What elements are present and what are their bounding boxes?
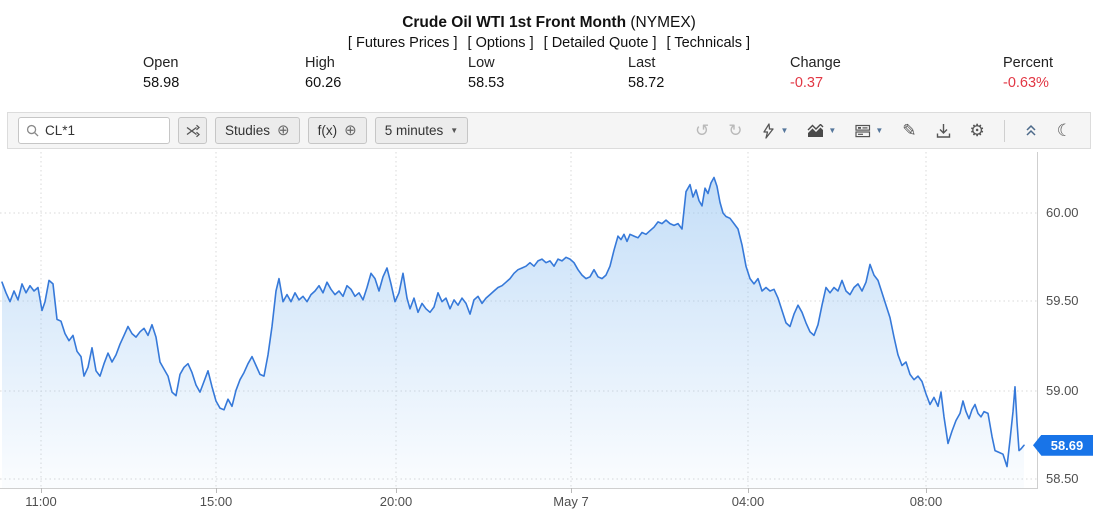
symbol-search-box[interactable] xyxy=(18,117,170,144)
chevron-down-icon: ▼ xyxy=(828,126,837,135)
chart-toolbar: Studies ⊕ f(x) ⊕ 5 minutes ▼ ↺ ↻ ▼ xyxy=(7,112,1091,149)
dark-mode-moon-button[interactable]: ☾ xyxy=(1056,121,1072,140)
circle-plus-icon: ⊕ xyxy=(344,122,357,139)
layout-panels-dropdown[interactable]: ▼ xyxy=(855,124,883,138)
y-axis-label: 60.00 xyxy=(1046,205,1079,220)
interval-dropdown[interactable]: 5 minutes ▼ xyxy=(374,117,469,144)
panels-icon xyxy=(855,124,871,137)
quote-value: -0.37 xyxy=(790,75,824,91)
events-dropdown[interactable]: ▼ xyxy=(761,122,789,139)
toolbar-right-group: ↺ ↻ ▼ ▼ xyxy=(694,119,1080,142)
chevron-down-icon: ▼ xyxy=(875,126,884,135)
undo-button[interactable]: ↺ xyxy=(694,121,710,140)
interval-label: 5 minutes xyxy=(384,123,444,138)
link-futures-prices[interactable]: [ Futures Prices ] xyxy=(347,35,458,51)
x-axis-label: 04:00 xyxy=(731,494,765,509)
x-axis-label: 15:00 xyxy=(199,494,233,509)
link-options[interactable]: [ Options ] xyxy=(467,35,534,51)
quote-label: Open xyxy=(143,55,179,71)
toolbar-divider xyxy=(1003,119,1005,142)
chevron-down-icon: ▼ xyxy=(780,126,789,135)
quote-field-open: Open 58.98 xyxy=(143,54,179,92)
toolbar-left-group: Studies ⊕ f(x) ⊕ 5 minutes ▼ xyxy=(18,117,469,144)
quote-nav-links: [ Futures Prices ] [ Options ] [ Detaile… xyxy=(0,35,1098,51)
price-area-chart[interactable] xyxy=(0,152,1037,489)
collapse-chevrons-button[interactable] xyxy=(1024,123,1038,138)
circle-plus-icon: ⊕ xyxy=(277,122,290,139)
quote-summary-row: Open 58.98 High 60.26 Low 58.53 Last 58.72 Chang… xyxy=(0,0,1098,96)
quote-field-last: Last 58.72 xyxy=(628,54,664,92)
x-axis-label: 11:00 xyxy=(25,494,57,509)
y-axis-label: 59.50 xyxy=(1046,293,1079,308)
exchange-name: (NYMEX) xyxy=(626,14,696,31)
chevron-down-icon: ▼ xyxy=(450,126,459,135)
chart-type-dropdown[interactable]: ▼ xyxy=(807,123,837,138)
link-technicals[interactable]: [ Technicals ] xyxy=(666,35,751,51)
quote-value: 60.26 xyxy=(305,75,342,91)
x-axis-label: 20:00 xyxy=(379,494,413,509)
quote-field-change: Change -0.37 xyxy=(790,54,841,92)
quote-value: -0.63% xyxy=(1003,75,1049,91)
x-axis-label: May 7 xyxy=(553,494,589,509)
search-icon xyxy=(26,124,39,137)
quote-value: 58.53 xyxy=(468,75,505,91)
fx-functions-button[interactable]: f(x) ⊕ xyxy=(307,117,367,144)
y-axis-label: 58.50 xyxy=(1046,471,1079,486)
area-chart-icon xyxy=(807,123,824,137)
x-axis-tick xyxy=(748,488,749,493)
quote-label: Percent xyxy=(1003,55,1053,71)
quote-label: Low xyxy=(468,55,495,71)
lightning-icon xyxy=(763,122,775,139)
x-axis-tick xyxy=(41,488,42,493)
settings-gear-button[interactable]: ⚙ xyxy=(969,121,985,140)
download-button[interactable] xyxy=(936,123,951,139)
draw-pencil-button[interactable]: ✎ xyxy=(902,121,917,140)
y-axis-label: 59.00 xyxy=(1046,383,1079,398)
last-price-badge: 58.69 xyxy=(1033,434,1093,456)
instrument-name: Crude Oil WTI 1st Front Month xyxy=(402,14,627,31)
compare-shuffle-icon xyxy=(186,124,200,137)
quote-label: High xyxy=(305,55,335,71)
redo-button[interactable]: ↻ xyxy=(728,121,743,140)
quote-value: 58.72 xyxy=(628,75,665,91)
y-axis[interactable] xyxy=(1037,152,1038,489)
quote-value: 58.98 xyxy=(143,75,180,91)
fx-label: f(x) xyxy=(317,123,338,138)
quote-label: Change xyxy=(790,55,841,71)
quote-field-low: Low 58.53 xyxy=(468,54,504,92)
x-axis-label: 08:00 xyxy=(909,494,943,509)
studies-button[interactable]: Studies ⊕ xyxy=(215,117,300,144)
compare-button[interactable] xyxy=(178,117,207,144)
quote-label: Last xyxy=(628,55,656,71)
x-axis-tick xyxy=(926,488,927,493)
quote-field-percent: Percent -0.63% xyxy=(1003,54,1053,92)
quote-field-high: High 60.26 xyxy=(305,54,341,92)
studies-label: Studies xyxy=(225,123,271,138)
x-axis-tick xyxy=(396,488,397,493)
symbol-input[interactable] xyxy=(45,123,155,138)
x-axis-tick xyxy=(571,488,572,493)
price-area-fill xyxy=(2,177,1024,488)
link-detailed-quote[interactable]: [ Detailed Quote ] xyxy=(543,35,657,51)
x-axis[interactable] xyxy=(0,488,1037,489)
price-line xyxy=(1,176,1025,468)
x-axis-tick xyxy=(216,488,217,493)
page-title: Crude Oil WTI 1st Front Month (NYMEX) xyxy=(0,14,1098,32)
